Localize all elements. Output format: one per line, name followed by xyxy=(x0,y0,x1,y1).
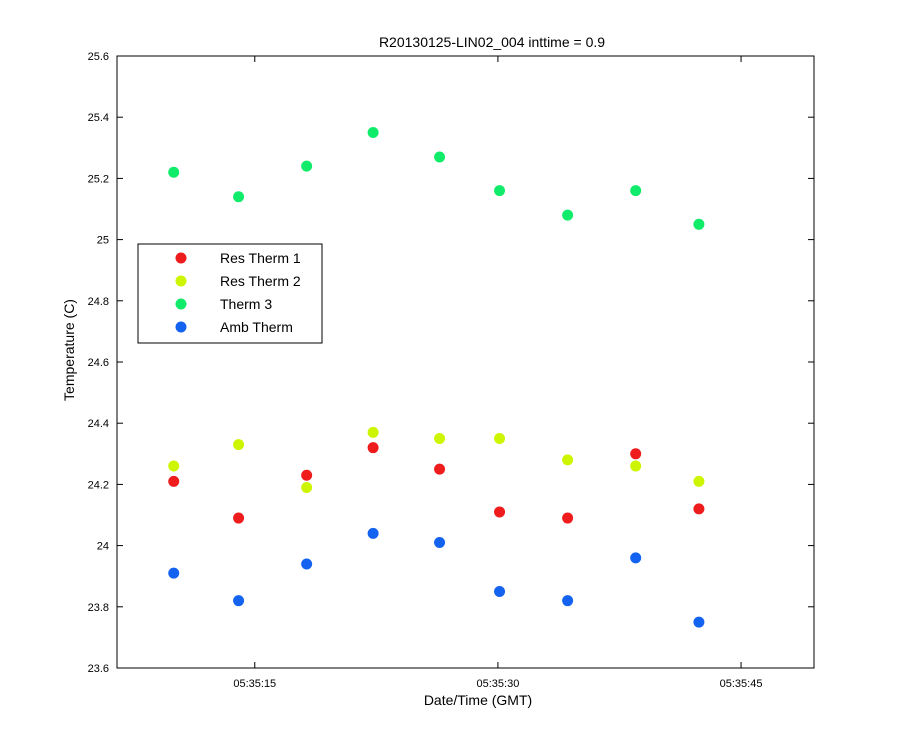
legend-label-amb-therm: Amb Therm xyxy=(220,319,293,335)
point-therm-3 xyxy=(630,185,642,197)
y-axis-label: Temperature (C) xyxy=(61,299,77,401)
point-res-therm-1 xyxy=(233,512,245,524)
point-res-therm-1 xyxy=(562,512,574,524)
legend-marker-res-therm-2 xyxy=(175,275,187,287)
point-therm-3 xyxy=(233,191,245,203)
point-res-therm-2 xyxy=(630,460,642,472)
x-tick-label: 05:35:30 xyxy=(477,678,520,690)
point-therm-3 xyxy=(168,166,180,178)
point-therm-3 xyxy=(693,218,705,230)
y-tick-label: 24.2 xyxy=(88,479,109,491)
point-amb-therm xyxy=(494,586,506,597)
point-amb-therm xyxy=(630,552,642,564)
point-amb-therm xyxy=(434,537,446,549)
point-res-therm-1 xyxy=(168,475,180,487)
legend-marker-therm-3 xyxy=(175,298,187,310)
data-points xyxy=(168,127,705,628)
plot-area xyxy=(116,55,815,669)
point-res-therm-2 xyxy=(233,439,245,451)
legend: Res Therm 1 Res Therm 2 Therm 3 Amb Ther… xyxy=(137,243,323,344)
point-res-therm-1 xyxy=(494,506,506,518)
y-tick-label: 24.4 xyxy=(88,418,109,430)
point-res-therm-2 xyxy=(494,433,506,444)
legend-box xyxy=(137,243,323,344)
legend-label-res-therm-2: Res Therm 2 xyxy=(220,273,301,289)
point-res-therm-1 xyxy=(434,463,446,475)
y-tick-label: 25.4 xyxy=(88,112,109,124)
point-res-therm-2 xyxy=(367,426,379,438)
y-tick-label: 24 xyxy=(97,541,109,553)
point-therm-3 xyxy=(562,209,574,221)
x-tick-label: 05:35:45 xyxy=(720,678,763,690)
point-therm-3 xyxy=(367,127,379,138)
point-amb-therm xyxy=(168,567,180,579)
legend-marker-res-therm-1 xyxy=(175,252,187,264)
point-res-therm-1 xyxy=(630,448,642,460)
x-tick-label: 05:35:15 xyxy=(233,678,276,690)
y-tick-labels: 23.6 23.8 24 24.2 24.4 24.6 24.8 25 25.2 25.4 25.6 xyxy=(88,51,109,675)
y-tick-label: 25.6 xyxy=(88,51,109,63)
point-amb-therm xyxy=(562,595,574,607)
point-res-therm-1 xyxy=(367,442,379,454)
point-therm-3 xyxy=(301,160,313,172)
point-res-therm-2 xyxy=(693,475,705,487)
point-res-therm-1 xyxy=(693,503,705,515)
x-tick-labels: 05:35:15 05:35:30 05:35:45 xyxy=(233,678,762,690)
axis-ticks xyxy=(117,55,814,669)
y-tick-label: 23.8 xyxy=(88,602,109,614)
point-res-therm-2 xyxy=(168,460,180,472)
legend-label-res-therm-1: Res Therm 1 xyxy=(220,250,301,266)
chart-title: R20130125-LIN02_004 inttime = 0.9 xyxy=(379,34,605,50)
point-therm-3 xyxy=(434,151,446,163)
legend-marker-amb-therm xyxy=(175,321,187,333)
point-amb-therm xyxy=(233,595,245,607)
point-amb-therm xyxy=(367,527,379,539)
point-res-therm-2 xyxy=(434,433,446,444)
y-tick-label: 24.8 xyxy=(88,296,109,308)
point-amb-therm xyxy=(301,558,313,570)
y-tick-label: 23.6 xyxy=(88,663,109,675)
point-res-therm-2 xyxy=(301,481,313,493)
point-amb-therm xyxy=(693,616,705,628)
y-tick-label: 25 xyxy=(97,235,109,247)
legend-label-therm-3: Therm 3 xyxy=(220,296,272,312)
y-tick-label: 25.2 xyxy=(88,173,109,185)
point-therm-3 xyxy=(494,185,506,197)
point-res-therm-2 xyxy=(562,454,574,466)
y-tick-label: 24.6 xyxy=(88,357,109,369)
point-res-therm-1 xyxy=(301,469,313,481)
x-axis-label: Date/Time (GMT) xyxy=(424,692,532,708)
